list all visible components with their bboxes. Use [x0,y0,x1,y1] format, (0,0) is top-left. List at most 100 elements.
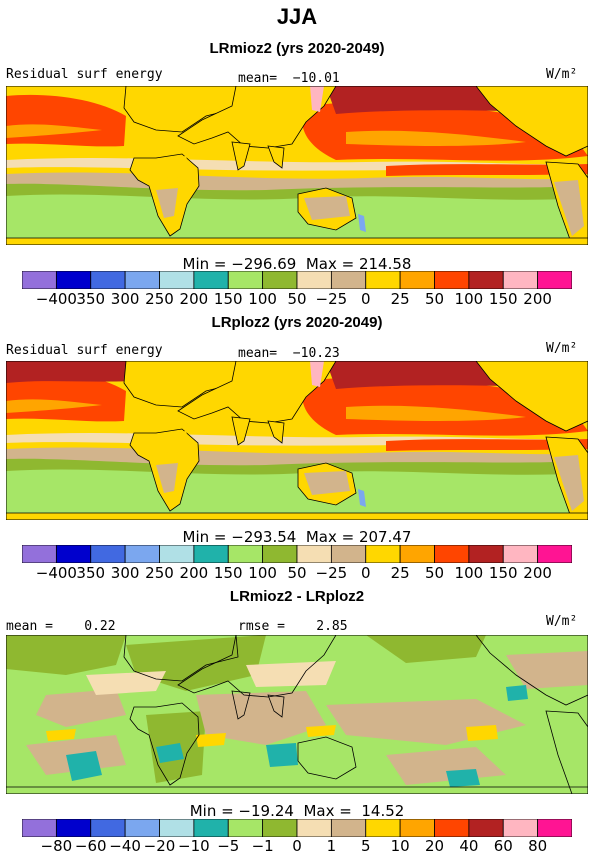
colorbar-tick-label: 350 [76,564,106,582]
colorbar-tick-label: −5 [217,837,240,855]
colorbar-tick-label: −60 [74,837,107,855]
north-pacific-mid [346,130,526,146]
coastal-blue [358,214,366,232]
colorbar-swatch [434,545,470,563]
colorbar-tick-label: 20 [424,837,445,855]
sahara [146,431,192,453]
colorbar-swatch [55,819,92,837]
colorbar-swatch [330,819,367,837]
land-seasia [267,145,285,169]
colorbar-tick-label: −400 [35,290,77,308]
diff-patch [86,671,166,695]
colorbar-tick-label: 350 [76,290,106,308]
colorbar-tick-label: 0 [360,290,371,308]
panel-3-units-label: W/m² [546,614,578,629]
sahara [146,156,192,178]
colorbar-swatch [193,271,229,289]
panel-3-rmse-label: rmse = 2.85 [238,619,348,634]
land-samerica [545,710,588,794]
colorbar-tick-label: 300 [110,290,140,308]
land-namerica [475,635,588,706]
panel-3-subtitle: LRmioz2 - LRploz2 [229,588,365,605]
colorbar-swatch [330,545,367,563]
colorbar-tick-label: 200 [179,564,209,582]
colorbar-swatch [262,545,298,563]
southern-light-band [6,194,588,245]
colorbar-tick-label: 150 [213,290,243,308]
panel-2-units-label: W/m² [546,341,578,356]
colorbar-swatch [434,271,470,289]
land-seasia [267,694,285,718]
panel-3-colorbar [22,819,572,837]
colorbar-swatch [90,545,126,563]
colorbar-swatch [22,819,57,837]
colorbar-tick-label: −1 [251,837,274,855]
colorbar-swatch [227,545,264,563]
colorbar-swatch [468,819,504,837]
panel-3-mean-label: mean = 0.22 [6,619,116,634]
colorbar-swatch [365,545,401,563]
colorbar-tick-label: 5 [360,837,371,855]
land-asia [177,361,337,424]
colorbar-tick-label: 25 [390,564,410,582]
colorbar-swatch [227,819,264,837]
panel-1-colorbar [22,271,572,289]
colorbar-swatch [159,271,195,289]
colorbar-swatch [399,271,435,289]
colorbar-tick-label: 100 [248,290,277,308]
colorbar-swatch [90,271,126,289]
colorbar-swatch [502,271,539,289]
panel-3-map [6,635,588,794]
south-africa-interior [156,463,178,493]
panel-1-field-label: Residual surf energy [6,67,163,82]
colorbar-swatch [227,271,264,289]
land-australia [297,736,357,780]
coastal-blue [358,489,366,507]
diff-patch [196,691,326,745]
land-india [231,416,251,446]
southern-light-band [6,469,588,520]
colorbar-swatch [193,545,229,563]
land-seasia [267,420,285,444]
land-africa [129,702,200,786]
colorbar-tick-label: −400 [35,564,77,582]
diff-patch [506,685,528,701]
colorbar-tick-label: 50 [424,290,445,308]
diff-patch [156,743,184,763]
diff-patch [466,725,498,741]
diff-patch [46,729,76,741]
colorbar-swatch [399,819,435,837]
colorbar-tick-label: 50 [424,564,445,582]
land-antarctica [6,512,588,520]
panel-1-subtitle: LRmioz2 (yrs 2020-2049) [209,40,385,57]
colorbar-swatch [399,545,435,563]
colorbar-swatch [159,819,195,837]
colorbar-swatch [296,819,332,837]
colorbar-swatch [365,271,401,289]
colorbar-swatch [502,545,539,563]
colorbar-swatch [55,271,92,289]
colorbar-tick-label: −20 [143,837,176,855]
colorbar-tick-label: 0 [292,837,302,855]
panel-1-colorbar-ticks: −400 350 300 250 200 150 100 50 −25 0 25 50 100 150 20… [22,290,572,310]
diff-patch [266,743,298,767]
panel-1-min-max: Min = −296.69 Max = 214.58 [182,255,412,273]
diff-patch [6,635,126,675]
diff-patch [196,733,226,747]
colorbar-tick-label: −40 [109,837,141,855]
colorbar-swatch [537,819,572,837]
panel-2-mean-label: mean= −10.23 [238,346,340,361]
land-asia [177,86,337,149]
colorbar-swatch [262,819,298,837]
colorbar-swatch [262,271,298,289]
colorbar-swatch [502,819,539,837]
colorbar-tick-label: 25 [390,290,410,308]
land-india [231,690,251,720]
land-india [231,141,251,171]
colorbar-tick-label: 100 [248,564,277,582]
colorbar-swatch [90,819,126,837]
land-antarctica [6,237,588,245]
north-pacific-mid [346,405,526,421]
colorbar-swatch [468,545,504,563]
land-antarctica [6,786,588,794]
